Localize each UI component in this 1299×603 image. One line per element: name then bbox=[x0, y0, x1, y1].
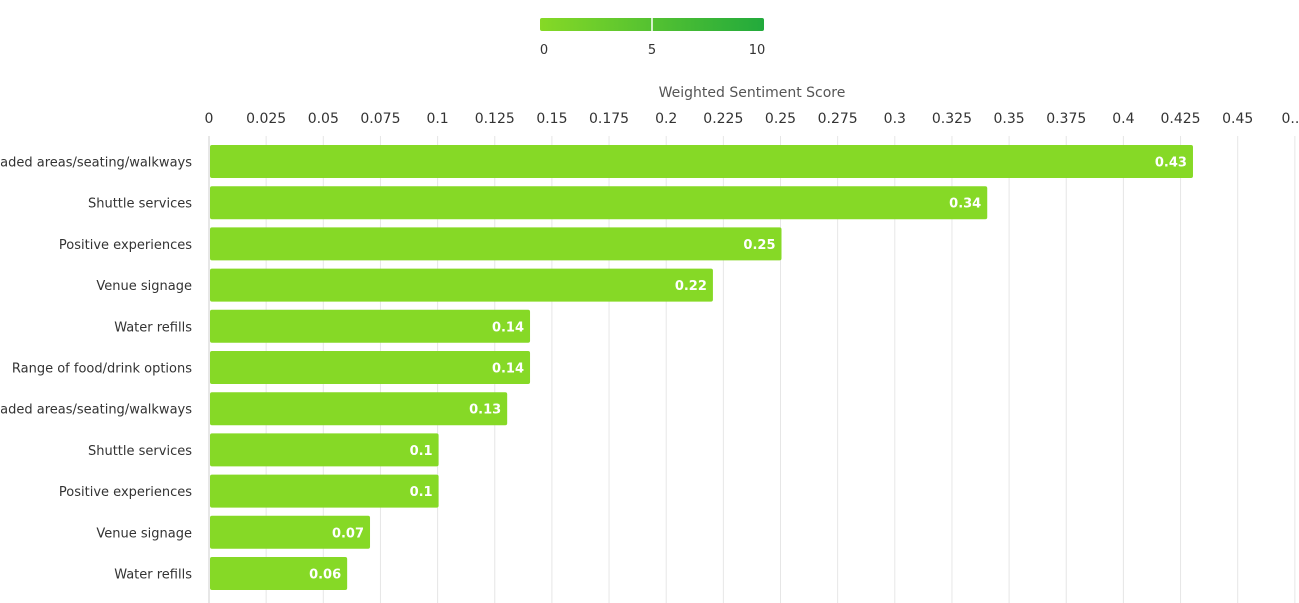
x-tick-label: 0.3 bbox=[884, 111, 906, 127]
category-label: Shaded areas/seating/walkways bbox=[0, 156, 192, 171]
bar-value-label: 0.06 bbox=[309, 568, 341, 583]
bar-value-label: 0.25 bbox=[743, 238, 775, 253]
bar-value-label: 0.1 bbox=[410, 485, 433, 500]
x-tick-label: 0.425 bbox=[1161, 111, 1201, 127]
bar bbox=[210, 309, 531, 343]
bar bbox=[210, 227, 782, 261]
x-tick-label: 0.... bbox=[1281, 111, 1299, 127]
x-tick-label: 0.35 bbox=[994, 111, 1025, 127]
bar-value-label: 0.14 bbox=[492, 320, 524, 335]
category-label: Shuttle services bbox=[88, 444, 192, 459]
category-label: Water refills bbox=[114, 320, 192, 335]
x-tick-label: 0 bbox=[205, 111, 214, 127]
category-label: Positive experiences bbox=[59, 238, 192, 253]
category-label: Venue signage bbox=[96, 279, 192, 294]
bar-value-label: 0.34 bbox=[949, 197, 981, 212]
category-label: Shaded areas/seating/walkways bbox=[0, 403, 192, 418]
bar-value-labels: 0.43 0.34 0.25 0.22 0.14 0.14 0.13 0.1 0.1 0.07 0.… bbox=[309, 156, 1187, 583]
x-tick-label: 0.15 bbox=[536, 111, 567, 127]
bar bbox=[210, 433, 439, 467]
color-scale-mid-label: 5 bbox=[648, 43, 656, 58]
bar-value-label: 0.22 bbox=[675, 279, 707, 294]
x-tick-label: 0.125 bbox=[475, 111, 515, 127]
x-axis-title: Weighted Sentiment Score bbox=[659, 85, 846, 101]
bar bbox=[210, 145, 1193, 178]
color-scale-min-label: 0 bbox=[540, 43, 548, 58]
x-tick-label: 0.45 bbox=[1222, 111, 1253, 127]
x-tick-label: 0.225 bbox=[703, 111, 743, 127]
x-tick-label: 0.025 bbox=[246, 111, 286, 127]
x-tick-label: 0.075 bbox=[360, 111, 400, 127]
color-scale-max-label: 10 bbox=[749, 43, 766, 58]
category-labels: Shaded areas/seating/walkways Shuttle ser… bbox=[0, 156, 192, 583]
x-tick-label: 0.4 bbox=[1112, 111, 1134, 127]
bar bbox=[210, 557, 348, 590]
bar-value-label: 0.43 bbox=[1155, 156, 1187, 171]
category-label: Positive experiences bbox=[59, 485, 192, 500]
bar bbox=[210, 392, 508, 426]
x-tick-label: 0.275 bbox=[818, 111, 858, 127]
bar-value-label: 0.07 bbox=[332, 526, 364, 541]
x-tick-label: 0.325 bbox=[932, 111, 972, 127]
x-tick-label: 0.25 bbox=[765, 111, 796, 127]
bar bbox=[210, 268, 713, 302]
bar bbox=[210, 351, 531, 384]
bar-value-label: 0.1 bbox=[410, 444, 433, 459]
color-scale-legend: 0 5 10 bbox=[540, 18, 765, 58]
bar-value-label: 0.13 bbox=[469, 403, 501, 418]
x-tick-label: 0.05 bbox=[308, 111, 339, 127]
x-axis-ticks: 0 0.025 0.05 0.075 0.1 0.125 0.15 0.175 0.2 0.225… bbox=[205, 111, 1299, 127]
x-tick-label: 0.175 bbox=[589, 111, 629, 127]
category-label: Shuttle services bbox=[88, 197, 192, 212]
x-tick-label: 0.375 bbox=[1046, 111, 1086, 127]
x-tick-label: 0.1 bbox=[426, 111, 448, 127]
bars bbox=[210, 145, 1193, 590]
bar bbox=[210, 474, 439, 508]
x-tick-label: 0.2 bbox=[655, 111, 677, 127]
bar bbox=[210, 515, 371, 549]
category-label: Range of food/drink options bbox=[12, 362, 192, 377]
bar bbox=[210, 186, 988, 220]
category-label: Water refills bbox=[114, 568, 192, 583]
category-label: Venue signage bbox=[96, 526, 192, 541]
bar-value-label: 0.14 bbox=[492, 362, 524, 377]
